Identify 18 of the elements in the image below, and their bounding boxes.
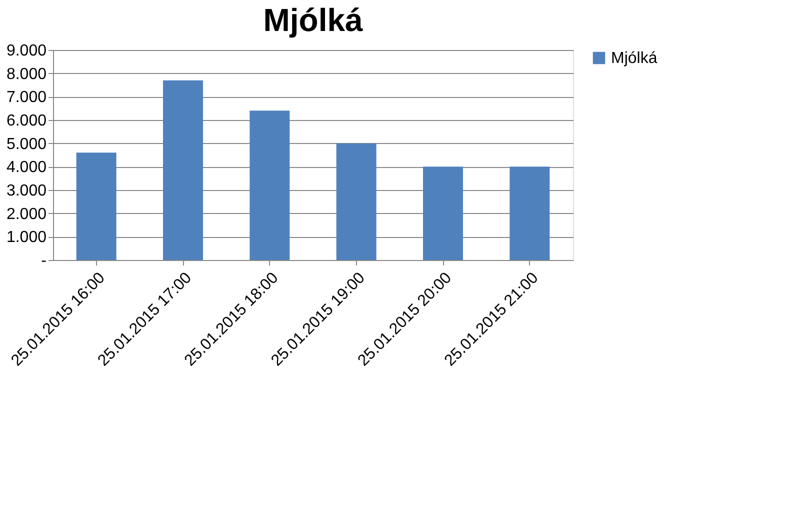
y-tick-label: 3.000 [6, 182, 47, 200]
bar [423, 166, 463, 260]
bar [250, 110, 290, 260]
y-tick-label: 7.000 [6, 89, 47, 106]
y-tick-label: 2.000 [6, 206, 47, 223]
legend-label: Mjólká [611, 50, 658, 67]
bar [163, 80, 203, 260]
y-tick-label: 1.000 [6, 229, 47, 246]
y-tick-label: 8.000 [6, 66, 47, 83]
bar [336, 143, 376, 260]
bar [510, 166, 550, 260]
bar [76, 152, 116, 260]
chart-title: Mjólká [263, 2, 363, 38]
y-tick-label: 4.000 [6, 159, 47, 176]
y-tick-label: 9.000 [6, 42, 47, 60]
y-tick-label: 6.000 [6, 112, 47, 130]
y-tick-label: 5.000 [6, 136, 47, 153]
y-tick-label: - [41, 252, 46, 270]
